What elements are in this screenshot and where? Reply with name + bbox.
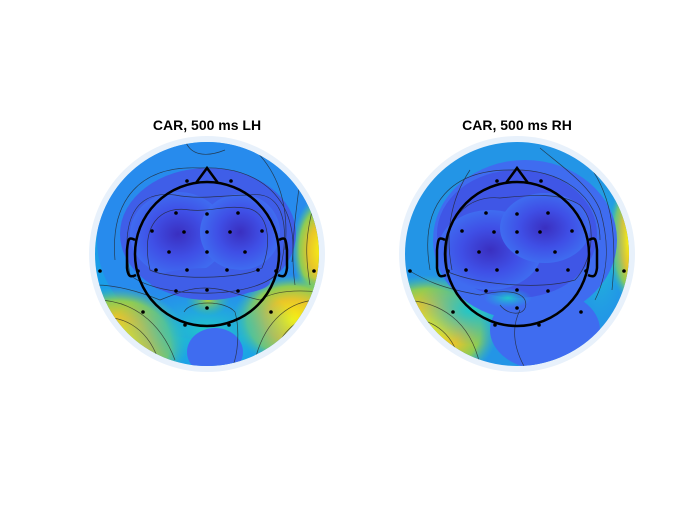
- left-ear: [435, 237, 447, 278]
- right-ear: [277, 237, 289, 278]
- scalp-map: [95, 142, 319, 366]
- head-outline: [125, 165, 289, 328]
- left-ear: [125, 237, 137, 278]
- topoplot-rh: CAR, 500 ms RH: [399, 117, 635, 372]
- head-outline: [435, 165, 599, 328]
- chart-title: CAR, 500 ms LH: [153, 117, 261, 133]
- electrodes: [98, 179, 316, 327]
- electrodes: [408, 179, 626, 327]
- nose: [504, 165, 530, 184]
- nose: [194, 165, 220, 184]
- right-ear: [587, 237, 599, 278]
- topoplot-lh: CAR, 500 ms LH: [89, 117, 325, 372]
- chart-title: CAR, 500 ms RH: [462, 117, 572, 133]
